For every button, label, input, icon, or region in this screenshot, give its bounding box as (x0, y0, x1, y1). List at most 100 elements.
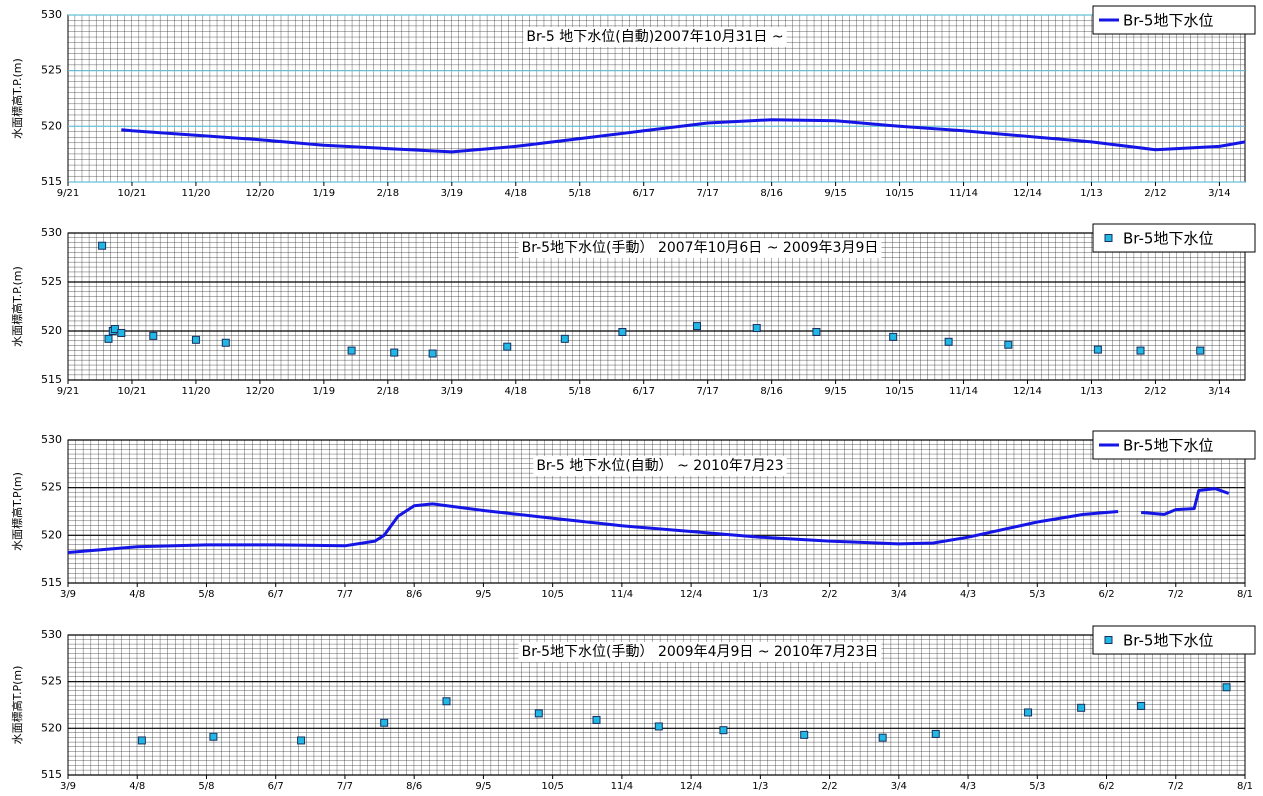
y-tick-label: 520 (41, 528, 62, 541)
data-line (67, 487, 1230, 554)
x-tick-label: 8/6 (406, 781, 422, 792)
legend-symbol (1104, 636, 1113, 644)
x-tick-label: 12/20 (245, 188, 274, 199)
x-tick-label: 12/14 (1013, 188, 1042, 199)
y-tick-label: 525 (41, 481, 62, 494)
legend-label: Br-5地下水位 (1123, 632, 1213, 650)
legend-box (1092, 625, 1256, 655)
data-point (654, 722, 663, 731)
data-point (191, 335, 200, 344)
data-point (618, 327, 627, 336)
x-tick-label: 10/21 (118, 386, 147, 397)
x-tick-label: 1/3 (752, 589, 768, 600)
data-point (503, 342, 512, 351)
data-point (390, 348, 399, 357)
data-point (380, 718, 389, 727)
x-tick-label: 6/2 (1098, 589, 1114, 600)
data-point (1137, 701, 1146, 710)
y-tick-label: 530 (41, 226, 62, 239)
data-point (1004, 340, 1013, 349)
data-point (944, 337, 953, 346)
data-point (1136, 346, 1145, 355)
x-tick-label: 11/14 (949, 386, 978, 397)
x-tick-label: 4/18 (505, 386, 527, 397)
y-tick-label: 525 (41, 64, 62, 77)
data-point (812, 327, 821, 336)
x-tick-label: 10/15 (885, 188, 914, 199)
x-tick-label: 3/14 (1208, 386, 1230, 397)
data-point (98, 241, 107, 250)
x-tick-label: 7/17 (696, 188, 718, 199)
title-box (533, 456, 787, 476)
chart-title: Br-5 地下水位(自動） ~ 2010年7月23 (536, 458, 783, 474)
y-tick-label: 515 (41, 373, 62, 386)
data-point (221, 338, 230, 347)
x-tick-label: 2/18 (377, 188, 399, 199)
data-point (149, 331, 158, 340)
chart-title: Br-5 地下水位(自動)2007年10月31日 ~ (526, 29, 783, 45)
chart-title: Br-5地下水位(手動） 2007年10月6日 ~ 2009年3月9日 (522, 240, 879, 256)
x-tick-label: 10/5 (541, 781, 563, 792)
x-tick-label: 2/18 (377, 386, 399, 397)
x-tick-label: 7/7 (337, 781, 353, 792)
x-tick-label: 6/2 (1098, 781, 1114, 792)
x-tick-label: 9/15 (824, 386, 846, 397)
x-tick-label: 7/17 (696, 386, 718, 397)
data-point (752, 324, 761, 333)
x-tick-label: 9/5 (475, 781, 491, 792)
data-point (534, 709, 543, 718)
x-tick-label: 9/21 (57, 188, 79, 199)
title-box (518, 238, 882, 258)
legend-box (1092, 223, 1256, 253)
data-point (428, 349, 437, 358)
data-point (592, 715, 601, 724)
data-line (121, 118, 1246, 154)
x-tick-label: 3/14 (1208, 188, 1230, 199)
x-tick-label: 11/20 (182, 386, 211, 397)
x-tick-label: 7/2 (1168, 589, 1184, 600)
x-tick-label: 2/2 (822, 781, 838, 792)
data-point (1093, 345, 1102, 354)
x-tick-label: 7/2 (1168, 781, 1184, 792)
y-tick-label: 520 (41, 721, 62, 734)
title-box (523, 27, 787, 47)
y-tick-label: 525 (41, 675, 62, 688)
y-tick-label: 515 (41, 768, 62, 781)
x-tick-label: 8/16 (760, 386, 782, 397)
x-tick-label: 6/17 (632, 188, 654, 199)
x-tick-label: 11/4 (611, 589, 633, 600)
data-point (209, 732, 218, 741)
legend-box (1092, 5, 1256, 35)
x-tick-label: 3/19 (441, 386, 463, 397)
data-point (560, 334, 569, 343)
legend-label: Br-5地下水位 (1123, 230, 1213, 248)
x-tick-label: 5/3 (1029, 589, 1045, 600)
data-point (693, 322, 702, 331)
legend-label: Br-5地下水位 (1123, 12, 1213, 30)
data-point (117, 328, 126, 337)
data-point (1222, 683, 1231, 692)
y-tick-label: 530 (41, 8, 62, 21)
x-tick-label: 12/4 (680, 589, 702, 600)
legend-label: Br-5地下水位 (1123, 437, 1213, 455)
x-tick-label: 5/8 (198, 781, 214, 792)
x-tick-label: 5/8 (198, 589, 214, 600)
data-point (442, 697, 451, 706)
x-tick-label: 3/4 (891, 589, 907, 600)
x-tick-label: 3/4 (891, 781, 907, 792)
x-tick-label: 4/8 (129, 781, 145, 792)
x-tick-label: 4/3 (960, 781, 976, 792)
x-tick-label: 12/14 (1013, 386, 1042, 397)
x-tick-label: 7/7 (337, 589, 353, 600)
x-tick-label: 9/5 (475, 589, 491, 600)
y-tick-label: 515 (41, 576, 62, 589)
x-tick-label: 1/3 (752, 781, 768, 792)
x-tick-label: 10/5 (541, 589, 563, 600)
x-tick-label: 6/7 (268, 781, 284, 792)
y-axis-label: 水面標高T.P(m) (10, 666, 24, 745)
x-tick-label: 12/20 (245, 386, 274, 397)
x-tick-label: 8/16 (760, 188, 782, 199)
data-point (137, 736, 146, 745)
x-tick-label: 2/2 (822, 589, 838, 600)
x-tick-label: 10/21 (118, 188, 147, 199)
